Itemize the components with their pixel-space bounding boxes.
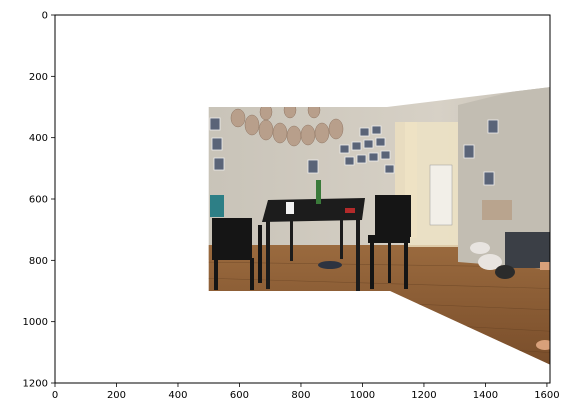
x-tick-label: 400 <box>168 390 187 401</box>
x-axis-ticks: 0 200 400 600 800 1000 1200 1400 1600 <box>52 383 560 401</box>
y-tick-label: 200 <box>29 72 48 83</box>
table-cup <box>286 202 294 214</box>
x-tick-label: 800 <box>291 390 310 401</box>
x-tick-label: 200 <box>107 390 126 401</box>
wall-photos <box>209 117 499 186</box>
photo-floor <box>208 245 550 365</box>
left-cushion <box>210 195 224 217</box>
x-tick-label: 1400 <box>473 390 498 401</box>
y-tick-label: 400 <box>29 133 48 144</box>
y-tick-label: 600 <box>29 195 48 206</box>
y-tick-label: 1000 <box>23 317 48 328</box>
floor-shoes <box>318 261 342 269</box>
clothes-pile <box>470 242 515 279</box>
right-wall <box>458 87 550 270</box>
warped-room-photo <box>208 87 550 365</box>
y-axis-ticks: 0 200 400 600 800 1000 1200 <box>23 11 55 390</box>
y-tick-label: 0 <box>42 11 48 22</box>
cardboard-box <box>482 200 512 220</box>
couch <box>505 232 550 268</box>
y-tick-label: 800 <box>29 256 48 267</box>
y-tick-label: 1200 <box>23 379 48 390</box>
x-tick-label: 0 <box>52 390 58 401</box>
table-item-red <box>345 208 355 213</box>
x-tick-label: 1200 <box>411 390 436 401</box>
x-tick-label: 1600 <box>534 390 559 401</box>
table-bottle <box>316 180 321 204</box>
x-tick-label: 1000 <box>350 390 375 401</box>
shelf <box>429 164 453 226</box>
left-chair <box>212 218 262 290</box>
right-chair <box>368 195 411 289</box>
x-tick-label: 600 <box>230 390 249 401</box>
